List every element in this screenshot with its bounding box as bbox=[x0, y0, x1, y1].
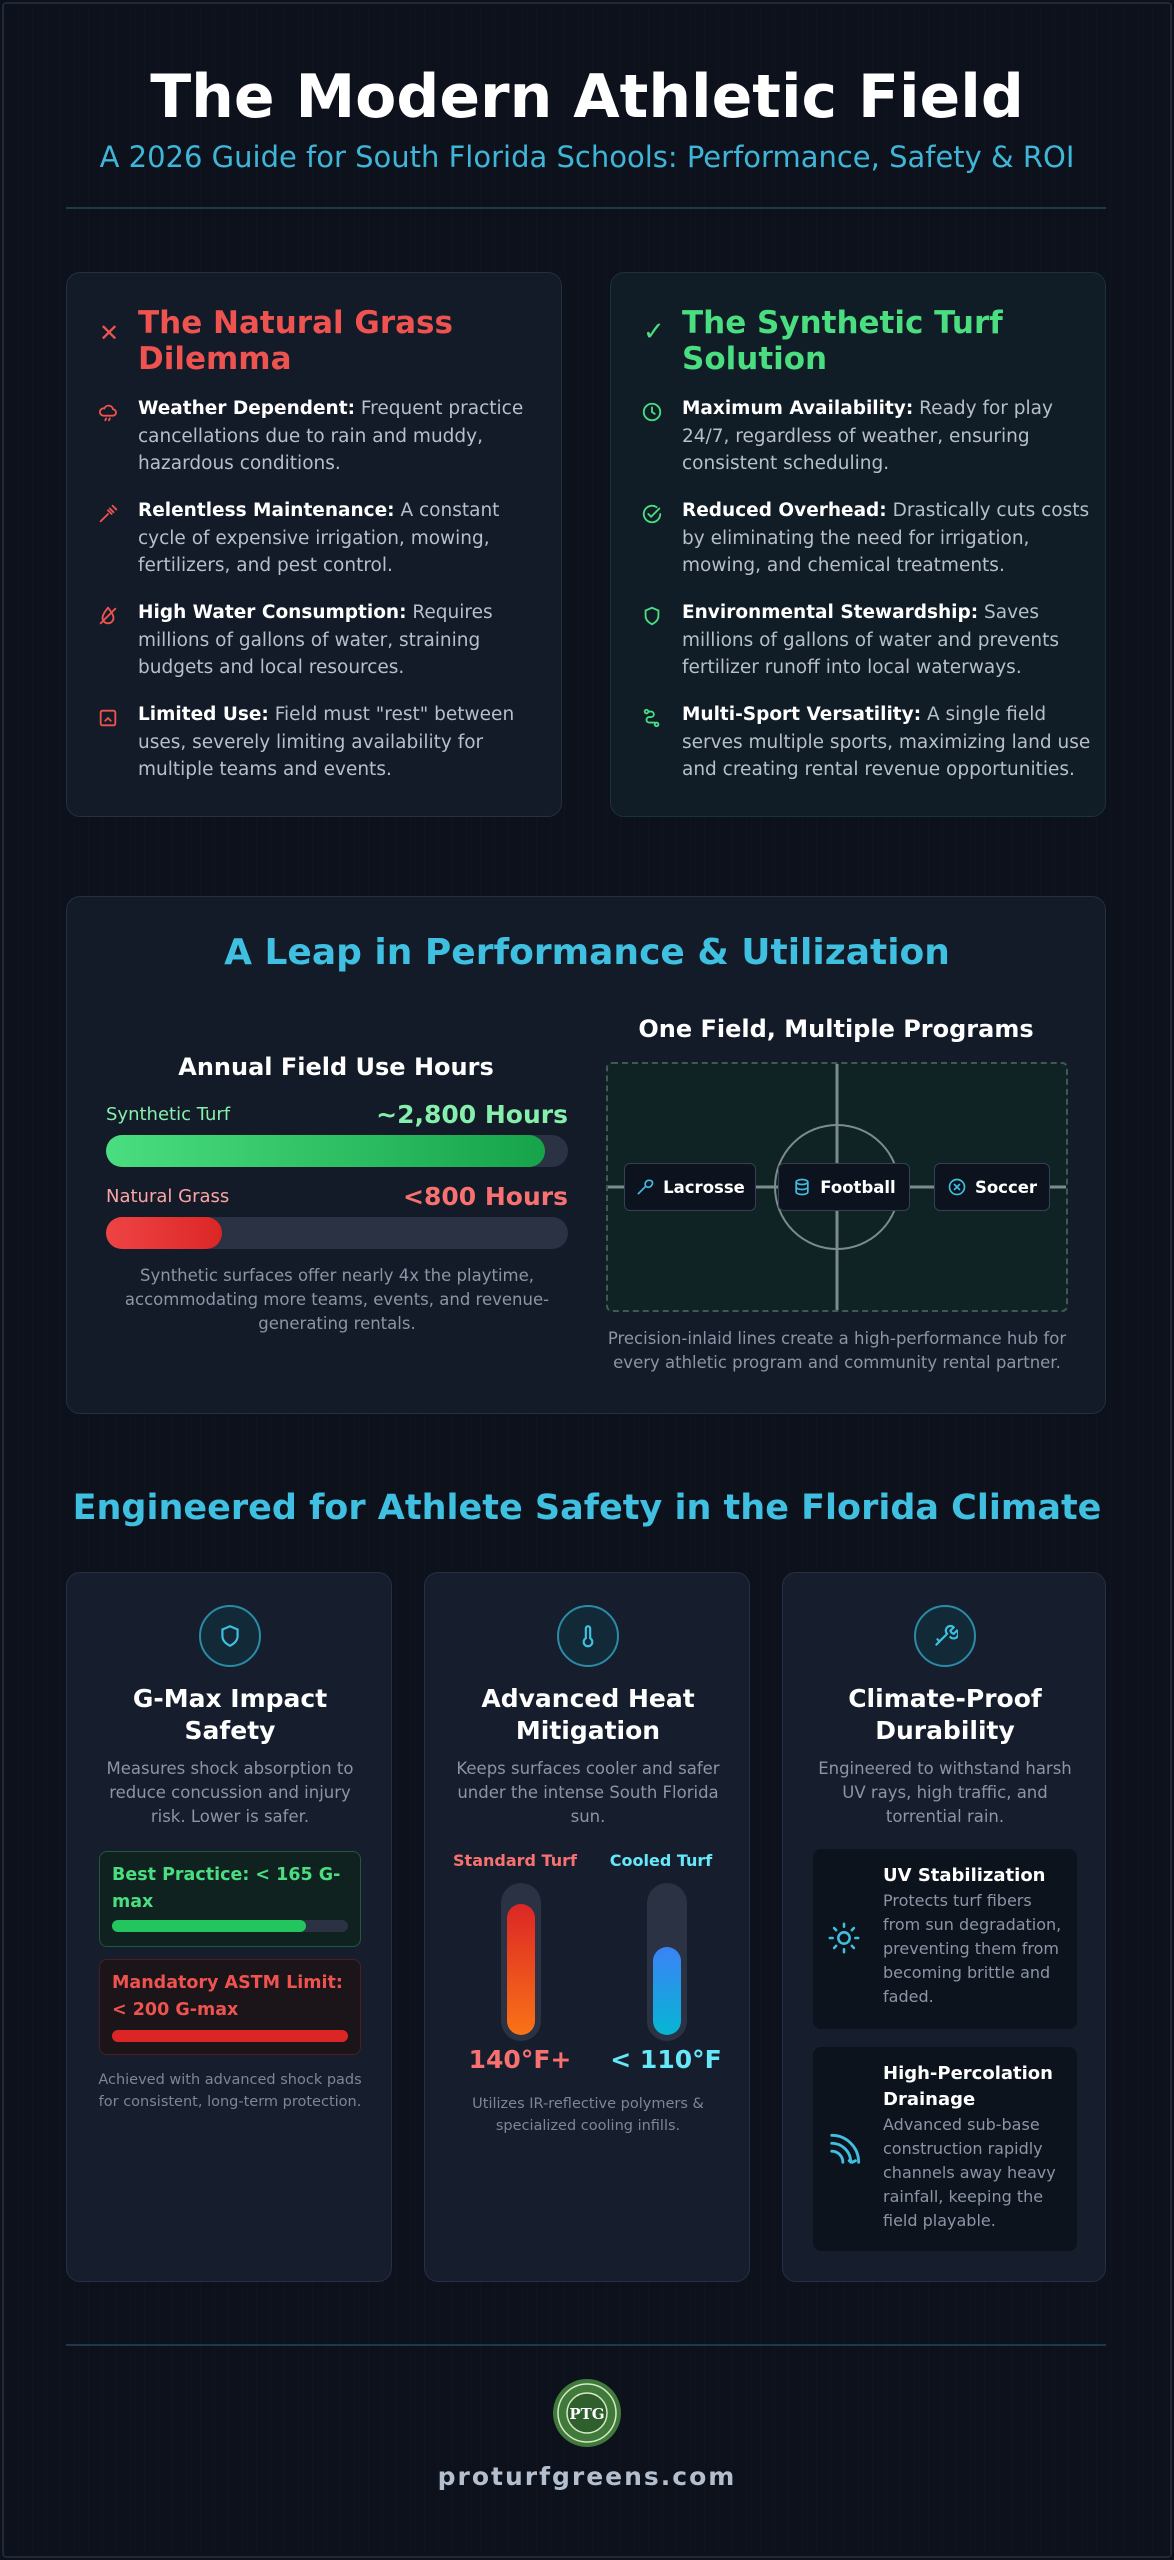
turf-item: Reduced Overhead: Drastically cuts costs… bbox=[682, 500, 1090, 576]
climate-card: Climate-Proof Durability Engineered to w… bbox=[782, 1572, 1106, 2282]
shield-icon bbox=[641, 605, 663, 631]
synthetic-value: ~2,800 Hours bbox=[376, 1100, 568, 1129]
best-practice-label: Best Practice: < 165 G- max bbox=[112, 1865, 341, 1912]
drainage-icon bbox=[827, 2129, 865, 2171]
sport-chip-soccer: Soccer bbox=[934, 1163, 1050, 1211]
cooled-thermometer bbox=[647, 1883, 687, 2041]
synthetic-label: Synthetic Turf bbox=[106, 1104, 231, 1125]
grass-item: High Water Consumption: Requires million… bbox=[138, 602, 493, 678]
synthetic-bar-fill bbox=[106, 1135, 545, 1167]
grass-item: Limited Use: Field must "rest" between u… bbox=[138, 704, 515, 780]
heat-card: Advanced Heat Mitigation Keeps surfaces … bbox=[424, 1572, 750, 2282]
climate-title: Climate-Proof Durability bbox=[848, 1684, 1042, 1745]
header-divider bbox=[66, 207, 1106, 209]
gmax-title: G-Max Impact Safety bbox=[132, 1684, 328, 1745]
synthetic-bar-track bbox=[106, 1135, 568, 1167]
turf-item: Multi-Sport Versatility: A single field … bbox=[682, 704, 1091, 780]
close-icon: ✕ bbox=[99, 319, 120, 347]
hours-note: Synthetic surfaces offer nearly 4x the p… bbox=[124, 1266, 550, 1333]
astm-limit-label: Mandatory ASTM Limit: < 200 G-max bbox=[112, 1973, 343, 2020]
best-practice-box: Best Practice: < 165 G- max bbox=[99, 1851, 361, 1947]
sport-chip-lacrosse: Lacrosse bbox=[624, 1163, 756, 1211]
check-icon: ✓ bbox=[643, 317, 665, 347]
gmax-note: Achieved with advanced shock pads for co… bbox=[98, 2072, 362, 2110]
standard-turf-label: Standard Turf bbox=[453, 1851, 577, 1870]
wrench-icon bbox=[97, 503, 119, 529]
cloud-rain-icon bbox=[97, 401, 119, 427]
sun-icon bbox=[827, 1921, 861, 1959]
standard-temp: 140°F+ bbox=[468, 2045, 572, 2074]
footer-url[interactable]: proturfgreens.com bbox=[437, 2462, 737, 2491]
cooled-thermometer-fill bbox=[653, 1947, 681, 2035]
footer-divider bbox=[66, 2344, 1106, 2346]
thermometer-icon bbox=[557, 1605, 619, 1667]
heat-note: Utilizes IR-reflective polymers & specia… bbox=[472, 2096, 704, 2134]
uv-text: UV Stabilization Protects turf fibers fr… bbox=[883, 1865, 1062, 2006]
heat-title: Advanced Heat Mitigation bbox=[481, 1684, 695, 1745]
grass-item: Weather Dependent: Frequent practice can… bbox=[138, 398, 524, 474]
safety-title: Engineered for Athlete Safety in the Flo… bbox=[72, 1488, 1102, 1528]
turf-card: ✓ The Synthetic Turf Solution Maximum Av… bbox=[610, 272, 1106, 817]
best-practice-fill bbox=[112, 1920, 306, 1932]
calendar-x-icon bbox=[97, 707, 119, 733]
shield-icon bbox=[199, 1605, 261, 1667]
soccer-ball-icon bbox=[948, 1178, 966, 1196]
climate-desc: Engineered to withstand harsh UV rays, h… bbox=[818, 1759, 1072, 1826]
turf-item: Maximum Availability: Ready for play 24/… bbox=[682, 398, 1053, 474]
best-practice-track bbox=[112, 1920, 348, 1932]
hours-title: Annual Field Use Hours bbox=[178, 1053, 494, 1081]
grass-card-title: The Natural Grass Dilemma bbox=[138, 305, 453, 377]
cooled-turf-label: Cooled Turf bbox=[609, 1851, 713, 1870]
page-subtitle: A 2026 Guide for South Florida Schools: … bbox=[99, 140, 1075, 174]
drainage-text: High-Percolation Drainage Advanced sub-b… bbox=[883, 2063, 1056, 2230]
sport-chip-football: Football bbox=[778, 1163, 910, 1211]
drainage-box: High-Percolation Drainage Advanced sub-b… bbox=[813, 2047, 1077, 2251]
tools-icon bbox=[914, 1605, 976, 1667]
standard-thermometer bbox=[501, 1883, 541, 2041]
brand-logo: PTG bbox=[552, 2378, 622, 2448]
grass-label: Natural Grass bbox=[106, 1186, 230, 1207]
turf-card-title: The Synthetic Turf Solution bbox=[682, 305, 1003, 377]
svg-text:PTG: PTG bbox=[569, 2405, 604, 2423]
grass-card: ✕ The Natural Grass Dilemma Weather Depe… bbox=[66, 272, 562, 817]
uv-box: UV Stabilization Protects turf fibers fr… bbox=[813, 1849, 1077, 2029]
cooled-temp: < 110°F bbox=[610, 2045, 722, 2074]
astm-limit-box: Mandatory ASTM Limit: < 200 G-max bbox=[99, 1959, 361, 2055]
grass-value: <800 Hours bbox=[403, 1182, 568, 1211]
field-note: Precision-inlaid lines create a high-per… bbox=[607, 1329, 1067, 1372]
astm-limit-track bbox=[112, 2030, 348, 2042]
route-icon bbox=[641, 707, 663, 733]
page-title: The Modern Athletic Field bbox=[150, 62, 1024, 132]
check-circle-icon bbox=[641, 503, 663, 529]
gmax-desc: Measures shock absorption to reduce conc… bbox=[106, 1759, 354, 1826]
gmax-card: G-Max Impact Safety Measures shock absor… bbox=[66, 1572, 392, 2282]
clock-icon bbox=[641, 401, 663, 427]
grass-item: Relentless Maintenance: A constant cycle… bbox=[138, 500, 500, 576]
field-diagram: Lacrosse Football Soccer bbox=[606, 1062, 1068, 1312]
grass-bar-track bbox=[106, 1217, 568, 1249]
heat-desc: Keeps surfaces cooler and safer under th… bbox=[456, 1759, 720, 1826]
standard-thermometer-fill bbox=[507, 1904, 535, 2035]
no-water-icon bbox=[97, 605, 119, 631]
field-title: One Field, Multiple Programs bbox=[638, 1015, 1034, 1043]
grass-bar-fill bbox=[106, 1217, 222, 1249]
performance-title: A Leap in Performance & Utilization bbox=[224, 932, 950, 973]
turf-item: Environmental Stewardship: Saves million… bbox=[682, 602, 1060, 678]
database-icon bbox=[795, 1178, 809, 1196]
lacrosse-stick-icon bbox=[637, 1179, 654, 1195]
astm-limit-fill bbox=[112, 2030, 348, 2042]
